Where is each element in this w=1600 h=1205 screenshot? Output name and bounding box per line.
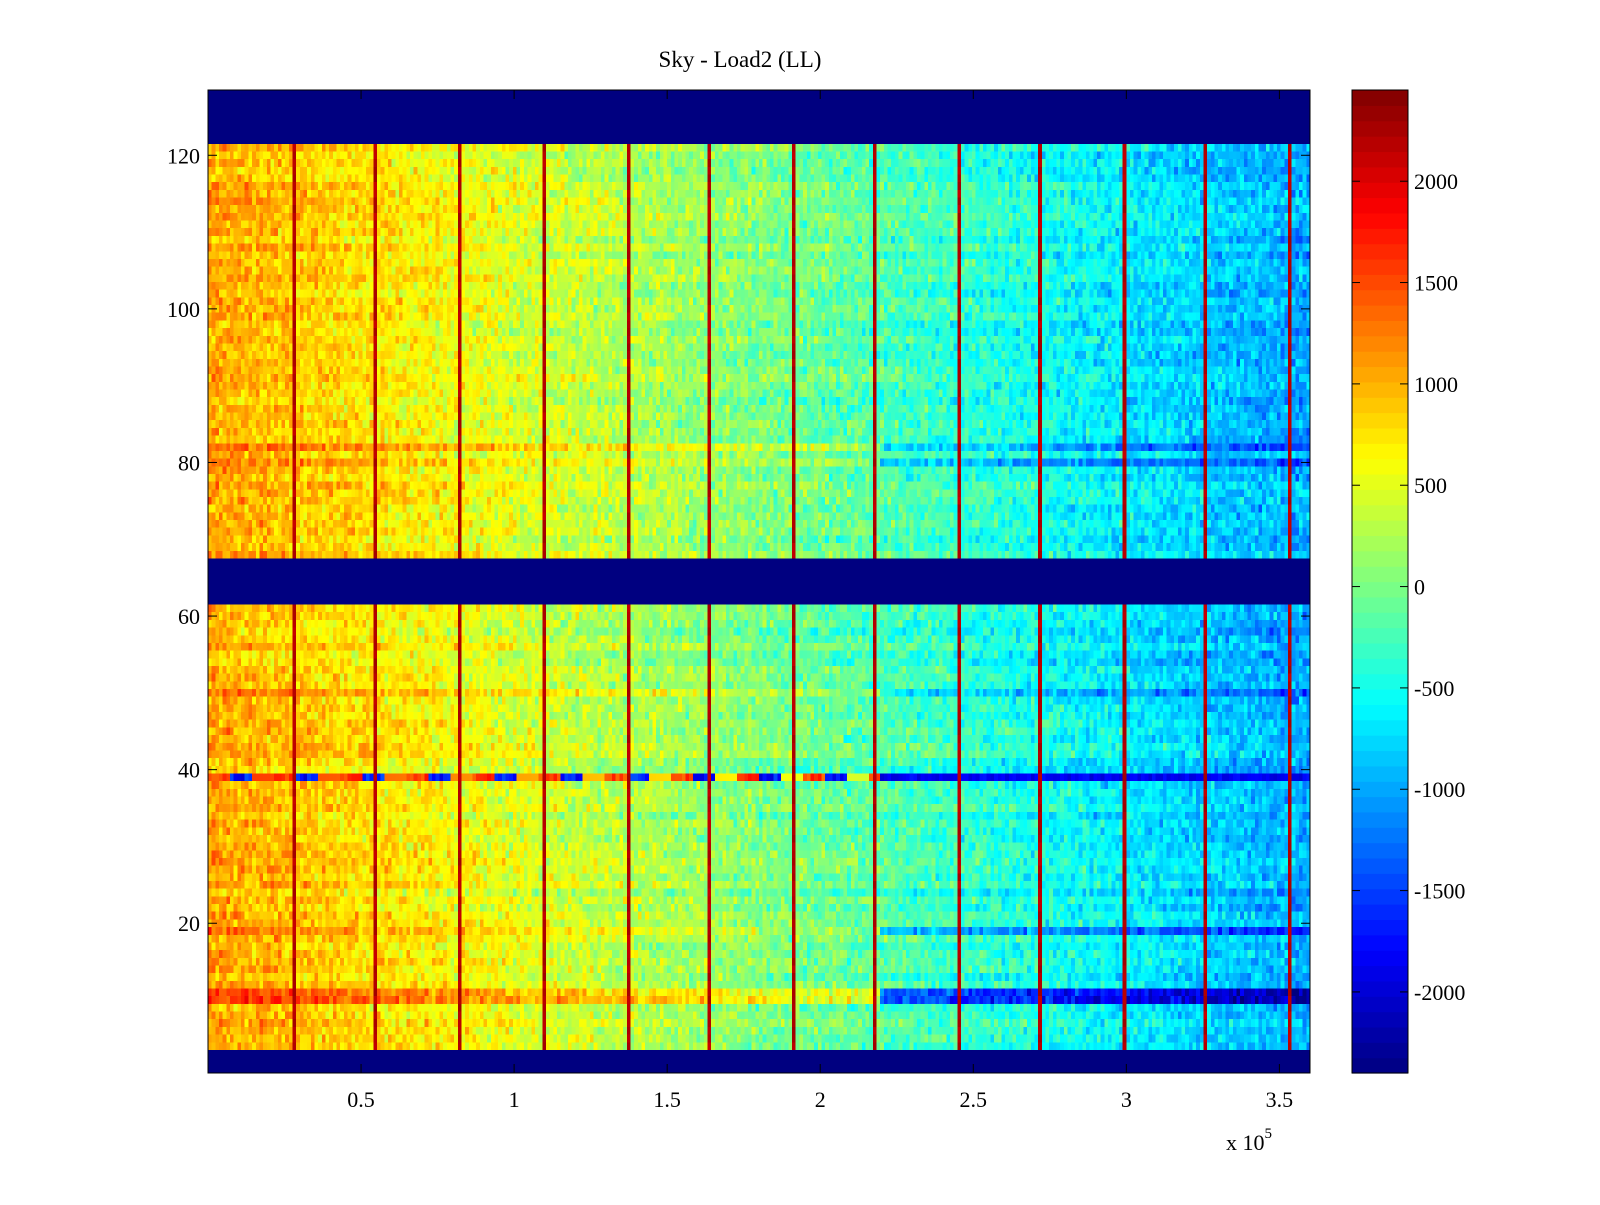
colorbar-segment xyxy=(1352,689,1408,705)
x-tick-label: 2.5 xyxy=(960,1087,988,1112)
colorbar-tick-label: -2000 xyxy=(1414,980,1465,1005)
colorbar-segment xyxy=(1352,873,1408,890)
x-tick-label: 3.5 xyxy=(1266,1087,1294,1112)
y-tick-label: 80 xyxy=(178,450,200,475)
colorbar-segment xyxy=(1352,535,1408,552)
colorbar-segment xyxy=(1352,366,1408,383)
colorbar-segment xyxy=(1352,258,1408,275)
colorbar-segment xyxy=(1352,136,1408,153)
x-tick-label: 1.5 xyxy=(653,1087,681,1112)
colorbar-segment xyxy=(1352,212,1408,229)
colorbar-tick-label: 1000 xyxy=(1414,372,1458,397)
colorbar-segment xyxy=(1352,151,1408,168)
colorbar-segment xyxy=(1352,719,1408,736)
colorbar-segment xyxy=(1352,504,1408,521)
colorbar-segment xyxy=(1352,182,1408,199)
colorbar-segment xyxy=(1352,458,1408,475)
colorbar: 2000 1500 1000 500 0 -500 -1000 -1500 -2000 xyxy=(1352,90,1465,1074)
colorbar-segment xyxy=(1352,105,1408,122)
colorbar-segment xyxy=(1352,120,1408,137)
x-tick-label: 0.5 xyxy=(347,1087,375,1112)
colorbar-tick-label: -1000 xyxy=(1414,777,1465,802)
colorbar-segment xyxy=(1352,888,1408,905)
colorbar-segment xyxy=(1352,335,1408,352)
heatmap-cells xyxy=(208,90,1310,1073)
colorbar-segment xyxy=(1352,658,1408,675)
y-tick-label: 20 xyxy=(178,911,200,936)
colorbar-segment xyxy=(1352,489,1408,506)
colorbar-segment xyxy=(1352,381,1408,398)
colorbar-segment xyxy=(1352,996,1408,1013)
colorbar-segment xyxy=(1352,90,1408,106)
colorbar-segment xyxy=(1352,781,1408,798)
colorbar-segment xyxy=(1352,627,1408,644)
y-tick-label: 40 xyxy=(178,758,200,783)
colorbar-segment xyxy=(1352,704,1408,721)
x-tick-label: 3 xyxy=(1121,1087,1132,1112)
colorbar-segment xyxy=(1352,827,1408,844)
colorbar-segment xyxy=(1352,596,1408,613)
colorbar-segment xyxy=(1352,427,1408,444)
colorbar-segment xyxy=(1352,550,1408,567)
colorbar-tick-label: 0 xyxy=(1414,575,1425,600)
colorbar-segment xyxy=(1352,965,1408,982)
colorbar-segment xyxy=(1352,289,1408,306)
colorbar-segment xyxy=(1352,811,1408,828)
colorbar-segment xyxy=(1352,673,1408,690)
colorbar-segment xyxy=(1352,351,1408,368)
colorbar-segment xyxy=(1352,243,1408,260)
colorbar-segment xyxy=(1352,919,1408,936)
colorbar-segment xyxy=(1352,197,1408,214)
colorbar-segment xyxy=(1352,305,1408,321)
colorbar-segment xyxy=(1352,842,1408,859)
colorbar-tick-label: -500 xyxy=(1414,676,1454,701)
colorbar-segment xyxy=(1352,320,1408,337)
colorbar-segment xyxy=(1352,397,1408,414)
colorbar-segment xyxy=(1352,566,1408,583)
colorbar-segment xyxy=(1352,581,1408,598)
colorbar-frame xyxy=(1351,89,1409,1074)
colorbar-segment xyxy=(1352,412,1408,429)
colorbar-segment xyxy=(1352,796,1408,813)
colorbar-segment xyxy=(1352,274,1408,291)
plot-frame xyxy=(207,89,1311,1074)
colorbar-segment xyxy=(1352,1057,1408,1074)
colorbar-segment xyxy=(1352,950,1408,967)
colorbar-segment xyxy=(1352,520,1408,537)
colorbar-segment xyxy=(1352,765,1408,782)
colorbar-segment xyxy=(1352,612,1408,629)
colorbar-segment xyxy=(1352,750,1408,767)
colorbar-tick-label: 500 xyxy=(1414,473,1447,498)
colorbar-tick-label: -1500 xyxy=(1414,879,1465,904)
colorbar-segment xyxy=(1352,1011,1408,1028)
colorbar-segment xyxy=(1352,166,1408,183)
colorbar-segment xyxy=(1352,934,1408,951)
colorbar-segment xyxy=(1352,228,1408,245)
heatmap-image xyxy=(208,90,1310,1073)
colorbar-tick-label: 2000 xyxy=(1414,169,1458,194)
colorbar-segment xyxy=(1352,735,1408,752)
colorbar-segment xyxy=(1352,1026,1408,1043)
colorbar-segment xyxy=(1352,642,1408,659)
x-exponent-power: 5 xyxy=(1265,1126,1273,1142)
colorbar-tick-label: 1500 xyxy=(1414,271,1458,296)
y-tick-label: 100 xyxy=(167,297,200,322)
x-tick-label: 1 xyxy=(509,1087,520,1112)
x-exponent-label: x 105 xyxy=(1226,1126,1272,1155)
y-tick-label: 60 xyxy=(178,604,200,629)
chart-title: Sky - Load2 (LL) xyxy=(659,47,822,72)
colorbar-segment xyxy=(1352,980,1408,997)
colorbar-segment xyxy=(1352,857,1408,874)
colorbar-segment xyxy=(1352,443,1408,460)
axis-ticks: 0.5 1 1.5 2 2.5 3 3.5 20 40 60 80 100 120 xyxy=(167,90,1310,1112)
colorbar-segment xyxy=(1352,904,1408,921)
y-tick-label: 120 xyxy=(167,143,200,168)
colorbar-segment xyxy=(1352,1042,1408,1059)
x-tick-label: 2 xyxy=(815,1087,826,1112)
colorbar-segment xyxy=(1352,473,1408,490)
x-exponent-base: x 10 xyxy=(1226,1130,1265,1155)
